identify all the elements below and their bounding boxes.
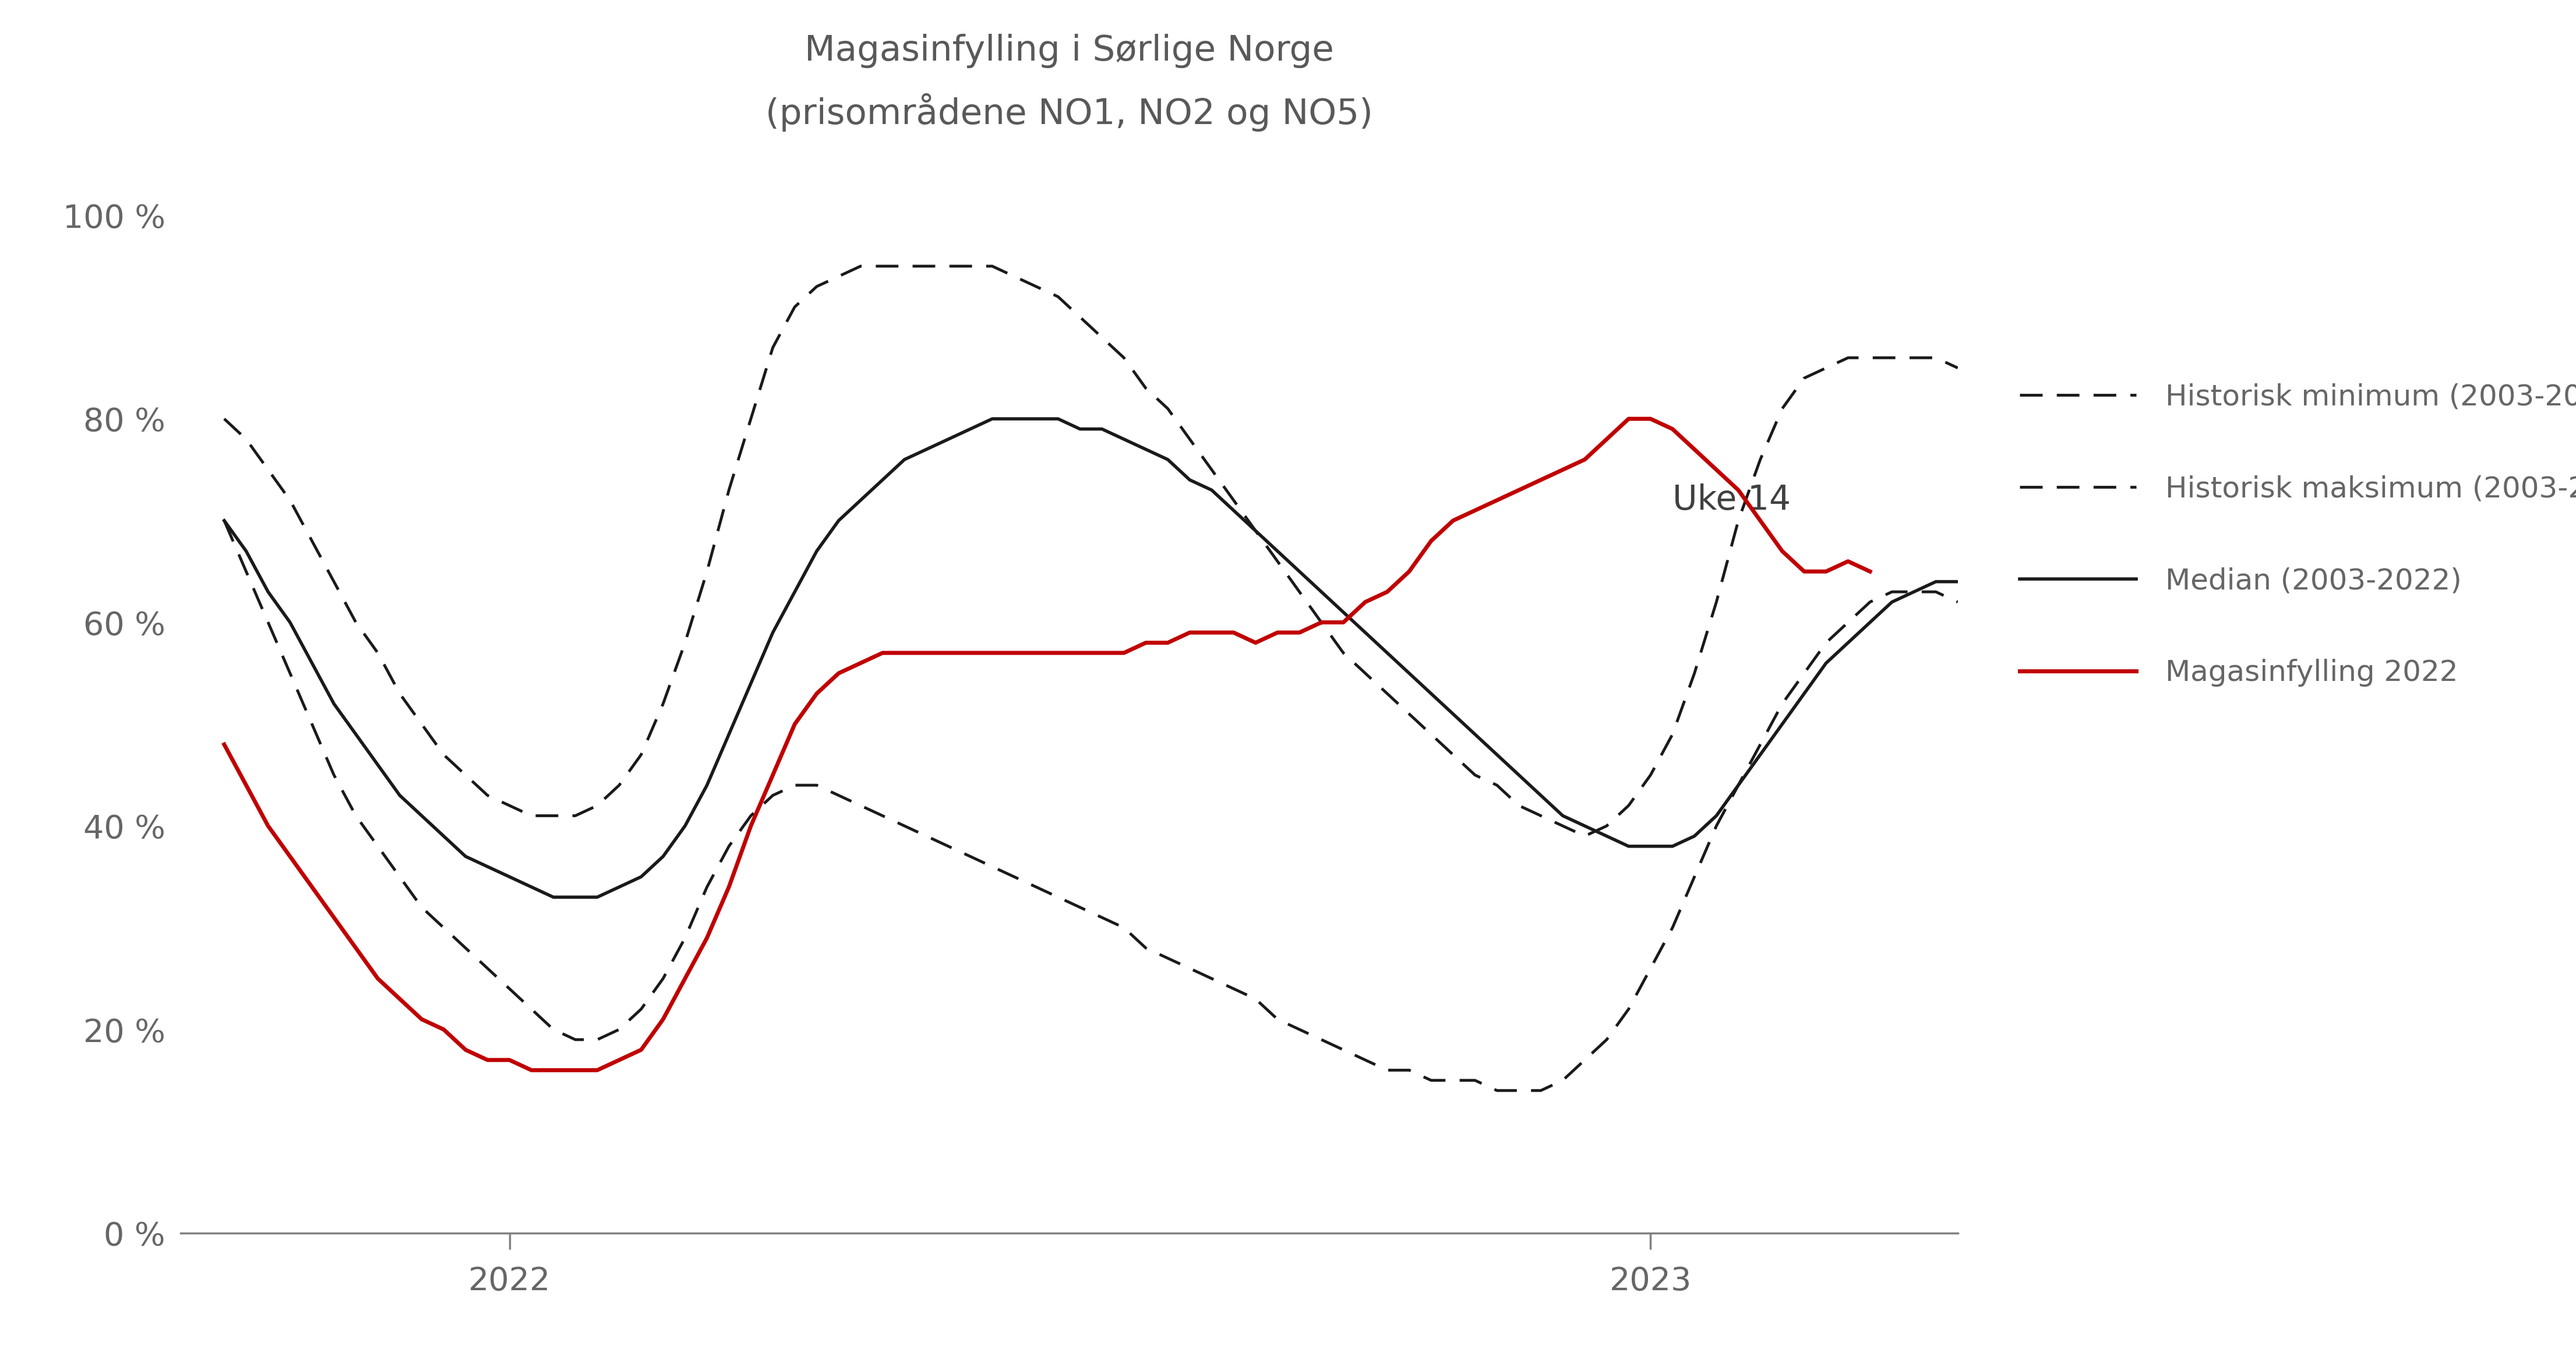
Historisk maksimum (2003-2022) (1262, 553, 1293, 570)
Median (2003-2022) (1306, 584, 1337, 600)
Median (2003-2022) (1788, 685, 1819, 701)
Historisk maksimum (2003-2022) (1788, 370, 1819, 386)
Line: Median (2003-2022): Median (2003-2022) (224, 419, 1958, 897)
Median (2003-2022) (538, 889, 569, 906)
Magasinfylling 2022 (209, 736, 240, 752)
Historisk maksimum (2003-2022) (209, 411, 240, 427)
Magasinfylling 2022 (1087, 645, 1118, 662)
Historisk minimum (2003-2022) (1767, 696, 1798, 712)
Magasinfylling 2022 (1613, 411, 1643, 427)
Median (2003-2022) (1283, 563, 1314, 580)
Magasinfylling 2022 (363, 970, 394, 986)
Historisk minimum (2003-2022) (976, 859, 1007, 875)
Historisk minimum (2003-2022) (1239, 991, 1270, 1007)
Historisk minimum (2003-2022) (1327, 1041, 1358, 1058)
Historisk maksimum (2003-2022) (999, 269, 1030, 285)
Magasinfylling 2022 (515, 1062, 546, 1078)
Magasinfylling 2022 (1327, 614, 1358, 630)
Historisk minimum (2003-2022) (1942, 593, 1973, 610)
Median (2003-2022) (1020, 411, 1051, 427)
Text: Uke 14: Uke 14 (1672, 484, 1790, 516)
Line: Magasinfylling 2022: Magasinfylling 2022 (224, 419, 1870, 1070)
Historisk maksimum (2003-2022) (1350, 664, 1381, 681)
Historisk maksimum (2003-2022) (845, 258, 876, 274)
Historisk maksimum (2003-2022) (1569, 827, 1600, 844)
Magasinfylling 2022 (801, 685, 832, 701)
Historisk maksimum (2003-2022) (1283, 584, 1314, 600)
Median (2003-2022) (1437, 706, 1468, 722)
Historisk maksimum (2003-2022) (1417, 726, 1448, 743)
Magasinfylling 2022 (1855, 563, 1886, 580)
Magasinfylling 2022 (1548, 462, 1579, 478)
Median (2003-2022) (1942, 574, 1973, 590)
Median (2003-2022) (976, 411, 1007, 427)
Magasinfylling 2022 (1283, 625, 1314, 641)
Historisk minimum (2003-2022) (1262, 1011, 1293, 1028)
Median (2003-2022) (209, 512, 240, 529)
Legend: Historisk minimum (2003-2022), Historisk maksimum (2003-2022), Median (2003-2022: Historisk minimum (2003-2022), Historisk… (2007, 371, 2576, 699)
Line: Historisk maksimum (2003-2022): Historisk maksimum (2003-2022) (224, 266, 1958, 836)
Historisk maksimum (2003-2022) (1942, 360, 1973, 377)
Median (2003-2022) (1373, 645, 1404, 662)
Historisk minimum (2003-2022) (1394, 1062, 1425, 1078)
Historisk minimum (2003-2022) (209, 512, 240, 529)
Historisk minimum (2003-2022) (1481, 1082, 1512, 1099)
Title: Magasinfylling i Sørlige Norge
(prisområdene NO1, NO2 og NO5): Magasinfylling i Sørlige Norge (prisområ… (765, 34, 1373, 132)
Line: Historisk minimum (2003-2022): Historisk minimum (2003-2022) (224, 521, 1958, 1091)
